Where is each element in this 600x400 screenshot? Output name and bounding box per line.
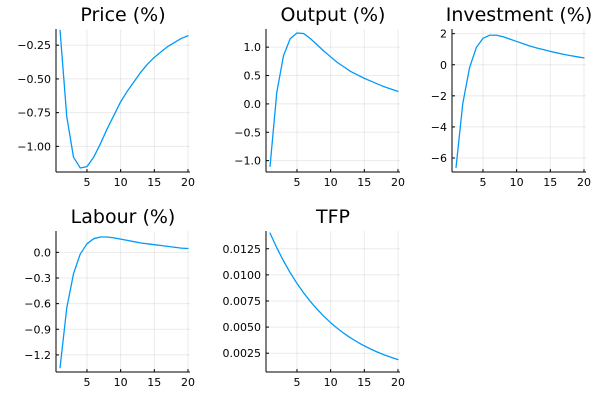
x-tick-label: 10: [324, 376, 338, 389]
panel-tfp: TFP 5 10 15 20 0.0025 0.0050 0.0075 0.0100 0.0125: [223, 206, 405, 389]
series-line: [455, 34, 585, 168]
x-tick-label: 5: [83, 376, 90, 389]
y-tick-label: 0.0125: [223, 243, 262, 256]
x-tick-label: 15: [357, 376, 371, 389]
x-tick-label: 15: [147, 176, 161, 189]
x-tick-label: 20: [181, 376, 195, 389]
x-tick-label: 20: [181, 176, 195, 189]
x-tick-label: 15: [543, 176, 557, 189]
series-line: [269, 232, 399, 361]
y-tick-label: 0.5: [244, 70, 262, 83]
panel-labour: Labour (%) 5 10 15 20 −1.2 −0.9 −0.6 −0.3 0.0: [24, 206, 195, 389]
y-tick-label: 0.0100: [223, 269, 262, 282]
y-tick-label: −0.5: [234, 126, 261, 139]
panel-title: Labour (%): [71, 206, 176, 228]
y-tick-label: −1.2: [24, 349, 51, 362]
y-tick-label: 1.0: [244, 41, 262, 54]
y-tick-label: 0.0: [34, 246, 52, 259]
x-tick-label: 20: [391, 376, 405, 389]
x-tick-label: 15: [147, 376, 161, 389]
x-tick-label: 20: [391, 176, 405, 189]
series-line: [269, 32, 399, 167]
x-tick-label: 20: [577, 176, 591, 189]
y-tick-label: −1.0: [234, 155, 261, 168]
x-tick-label: 10: [324, 176, 338, 189]
y-tick-label: −0.75: [17, 107, 51, 120]
x-tick-label: 5: [293, 376, 300, 389]
y-tick-label: −1.00: [17, 140, 51, 153]
y-tick-label: 0.0050: [223, 321, 262, 334]
x-tick-label: 5: [479, 176, 486, 189]
y-tick-label: 0.0075: [223, 295, 262, 308]
series-line: [59, 29, 189, 169]
y-tick-label: −0.9: [24, 323, 51, 336]
y-tick-label: −0.50: [17, 73, 51, 86]
y-tick-label: 0.0: [244, 98, 262, 111]
x-tick-label: 10: [114, 376, 128, 389]
series-line: [59, 236, 189, 369]
y-tick-label: −2: [431, 90, 447, 103]
x-tick-label: 15: [357, 176, 371, 189]
y-tick-label: −0.25: [17, 39, 51, 52]
x-tick-label: 10: [510, 176, 524, 189]
panel-title: TFP: [315, 206, 350, 228]
x-tick-label: 10: [114, 176, 128, 189]
y-tick-label: −4: [431, 121, 447, 134]
x-tick-label: 5: [293, 176, 300, 189]
y-tick-label: 0.0025: [223, 347, 262, 360]
x-tick-label: 5: [83, 176, 90, 189]
y-tick-label: −6: [431, 152, 447, 165]
panel-title: Output (%): [281, 4, 386, 26]
y-tick-label: 2: [440, 28, 447, 41]
y-tick-label: −0.3: [24, 272, 51, 285]
panel-title: Investment (%): [446, 4, 593, 26]
panel-output: Output (%) 5 10 15 20 −1.0 −0.5 0.0 0.5 1.0: [234, 4, 405, 189]
panel-price: Price (%) 5 10 15 20 −1.00 −0.75 −0.50 −0.25: [17, 4, 195, 189]
panel-title: Price (%): [80, 4, 165, 26]
y-tick-label: −0.6: [24, 298, 51, 311]
y-tick-label: 0: [440, 59, 447, 72]
panel-investment: Investment (%) 5 10 15 20 −6 −4 −2 0 2: [431, 4, 592, 189]
